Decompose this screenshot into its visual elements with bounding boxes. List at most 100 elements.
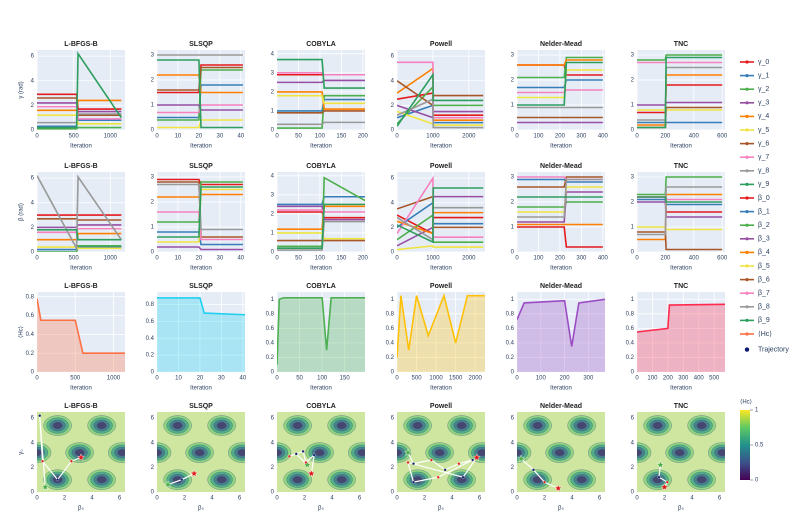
y-tick-label: 0: [151, 370, 155, 376]
x-tick-label: 0: [395, 134, 399, 140]
subplot-title: SLSQP: [189, 403, 213, 410]
subplot-title: Nelder-Mead: [540, 41, 582, 48]
legend-label: γ_7: [758, 154, 769, 161]
legend-swatch-dot: [745, 169, 749, 173]
contour-level: [594, 446, 605, 459]
legend-label: γ_4: [758, 113, 769, 120]
y-tick-label: 1: [391, 297, 395, 303]
subplot: 0 0.2 0.4 0.6 0.8 1 0 100 200 300 400 500 TNC Iterati…: [626, 283, 725, 392]
subplot: 0 2 4 6 0 1000 2000 Powell Iteration: [391, 41, 485, 150]
x-tick-label: 0: [515, 134, 519, 140]
legend-label: γ_3: [758, 100, 769, 107]
x-tick-label: 4: [450, 496, 454, 502]
y-tick-label: 3: [151, 53, 155, 59]
x-tick-label: 50: [296, 376, 303, 382]
subplot: 0 0.2 0.4 0.6 0.8 1 0 50 100 150 COBYLA Iteration: [266, 283, 365, 392]
series-line: [637, 186, 723, 236]
y-tick-label: 0.2: [146, 353, 155, 359]
x-tick-label: 1000: [107, 376, 121, 382]
legend-label: β_1: [758, 208, 770, 215]
trajectory-point: [532, 468, 535, 472]
y-tick-label: 0: [511, 250, 515, 256]
contour-level: [554, 449, 565, 457]
contour-level: [292, 421, 303, 430]
contour-level: [234, 446, 245, 459]
plot-area: [277, 176, 365, 251]
plot-area: [397, 293, 485, 372]
plot-area: [37, 51, 122, 130]
legend-label: β_8: [758, 304, 770, 311]
legend-label: β_3: [758, 236, 770, 243]
subplot: 0 1 2 3 4 0 50 100 150 200 COBYLA Iteration: [271, 41, 369, 150]
subplot: 0 1 2 3 0 100 200 300 400 Nelder-Mead Iteration: [511, 41, 609, 150]
y-tick-label: 4: [31, 200, 35, 206]
series-line: [37, 229, 122, 241]
x-tick-label: 100: [533, 134, 544, 140]
y-tick-label: 6: [391, 176, 395, 182]
contour-level: [649, 473, 666, 486]
x-axis-label: β₀: [678, 506, 684, 512]
x-tick-label: 2000: [469, 376, 483, 382]
x-tick-label: 10: [175, 134, 182, 140]
x-tick-label: 30: [218, 376, 225, 382]
trajectory-point: [471, 458, 475, 462]
subplot-title: L-BFGS-B: [64, 283, 97, 290]
series-line: [157, 186, 243, 238]
y-tick-label: 3: [631, 53, 635, 59]
y-tick-label: 0: [31, 370, 35, 376]
plot-area: [397, 61, 484, 129]
series-line: [517, 226, 603, 248]
subplot-title: SLSQP: [189, 283, 213, 290]
x-axis-label: β₀: [78, 506, 84, 512]
legend-label: β_0: [758, 195, 770, 202]
series-line: [157, 178, 243, 186]
series-line: [637, 176, 723, 196]
y-axis-label: γ₀: [19, 449, 25, 455]
contour-level: [637, 449, 642, 457]
plot-area: [637, 176, 723, 251]
y-tick-label: 4: [31, 440, 35, 446]
x-tick-label: 50: [295, 134, 302, 140]
x-tick-label: 20: [197, 376, 204, 382]
y-tick-label: 2: [391, 103, 395, 109]
x-tick-label: 2: [543, 496, 547, 502]
x-tick-label: 0: [635, 496, 639, 502]
y-tick-label: 2: [511, 465, 515, 471]
legend-label: γ_2: [758, 86, 769, 93]
contour-level: [696, 476, 707, 484]
y-tick-label: 1: [631, 297, 635, 303]
y-tick-label: 3: [511, 175, 515, 181]
contour-level: [397, 446, 405, 459]
contour-level: [412, 421, 423, 430]
subplot-title: Nelder-Mead: [540, 163, 582, 170]
series-line: [517, 178, 603, 218]
contour-level: [573, 419, 590, 432]
y-tick-label: 6: [631, 416, 635, 422]
y-tick-label: 6: [391, 54, 395, 60]
y-tick-label: 0.6: [26, 313, 35, 319]
trajectory-point: [406, 461, 410, 464]
x-tick-label: 40: [237, 134, 244, 140]
trajectory-point: [429, 458, 433, 462]
x-tick-label: 300: [576, 256, 587, 262]
trajectory-star: [307, 469, 316, 477]
series-line: [637, 56, 723, 129]
plot-background: [37, 50, 125, 130]
subplot: 0 1 2 3 4 0 50 100 150 200 COBYLA Iteration: [271, 163, 369, 272]
contour-level: [674, 449, 685, 457]
series-area: [637, 304, 725, 372]
trajectory-point: [412, 480, 415, 484]
plot-area: [517, 298, 605, 372]
x-axis-label: β₀: [438, 506, 444, 512]
contour-level: [397, 449, 402, 457]
x-tick-label: 20: [196, 134, 203, 140]
y-tick-label: 0: [391, 370, 395, 376]
y-tick-label: 0: [391, 128, 395, 134]
plot-background: [517, 292, 605, 372]
y-tick-label: 0: [151, 250, 155, 256]
series-line: [397, 244, 484, 251]
legend-label: γ_0: [758, 59, 769, 66]
y-tick-label: 0: [391, 490, 395, 496]
contour-level: [213, 419, 230, 432]
x-tick-label: 100: [315, 134, 326, 140]
